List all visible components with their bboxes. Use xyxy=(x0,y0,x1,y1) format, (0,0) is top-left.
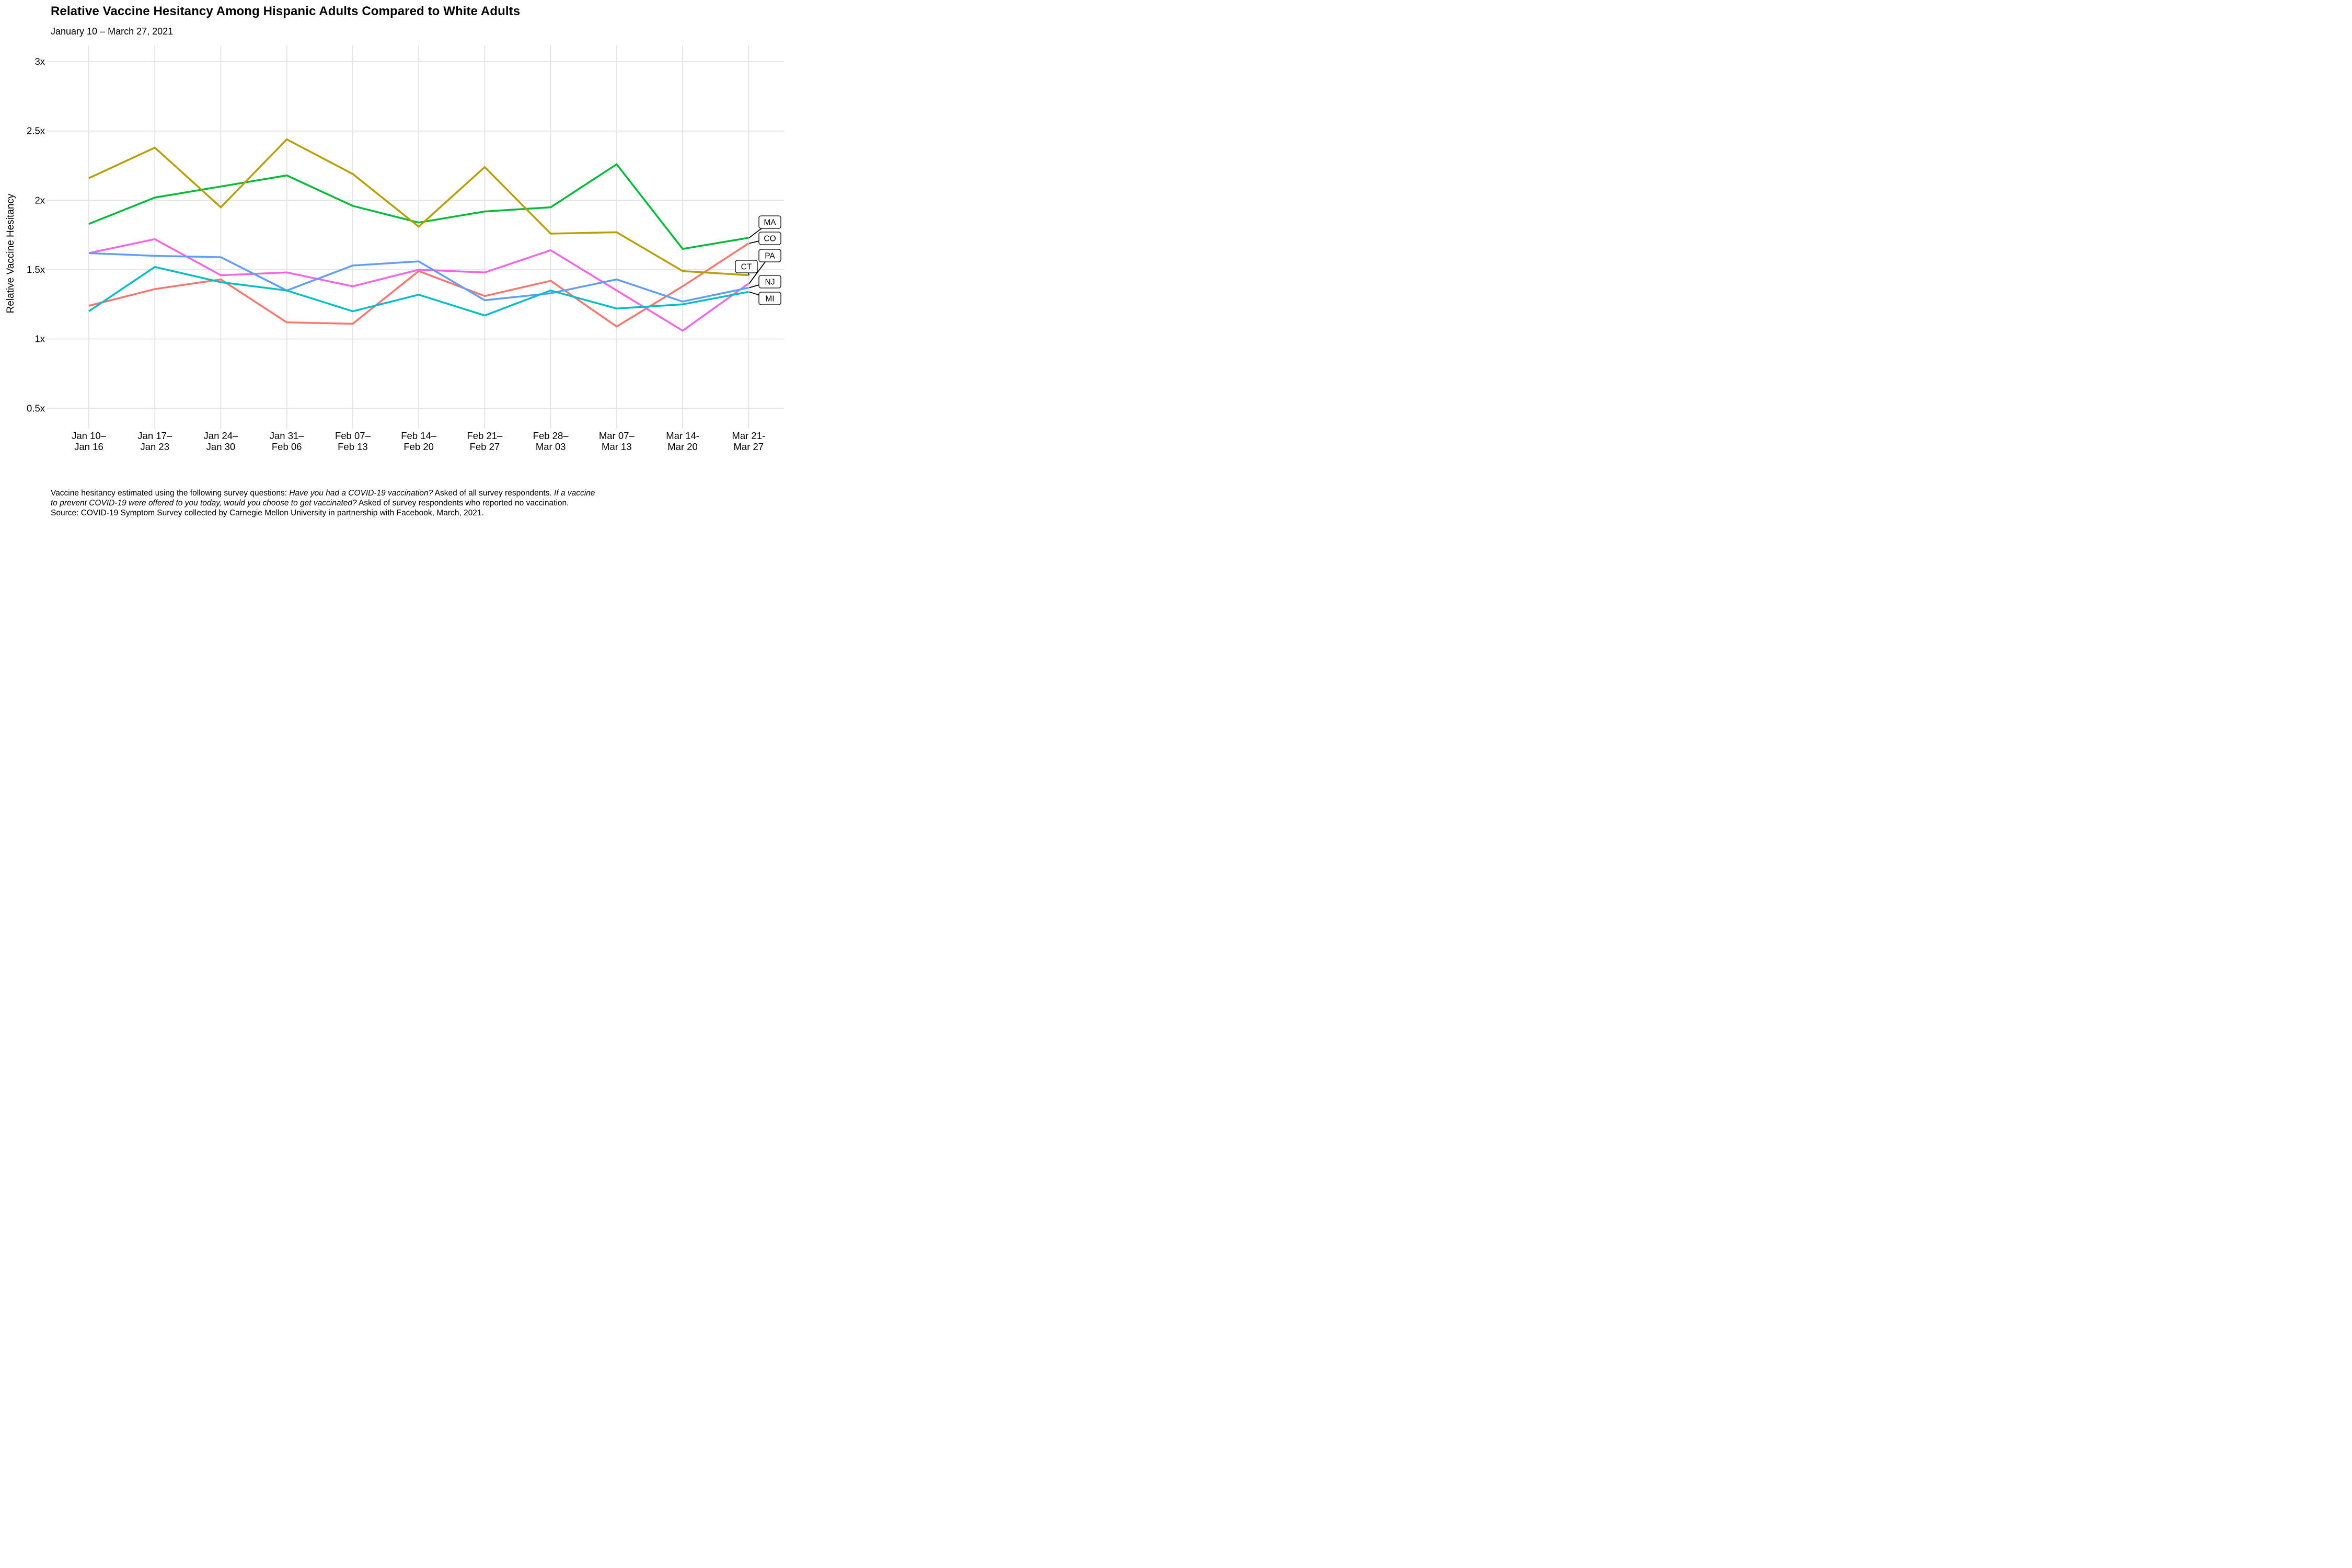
x-tick-label: Jan 17– xyxy=(137,430,172,441)
x-tick-label: Mar 13 xyxy=(602,441,632,452)
x-axis-tick-labels: Jan 10–Jan 16 Jan 17–Jan 23 Jan 24–Jan 30 J… xyxy=(72,430,765,452)
footnote-text-segment: Asked of all survey respondents. xyxy=(433,489,554,498)
y-axis-tick-labels: 0.5x 1x 1.5x 2x 2.5x 3x xyxy=(27,56,45,413)
x-tick-label: Feb 20 xyxy=(403,441,434,452)
series-label-text: CT xyxy=(741,263,752,272)
x-tick-label: Feb 14– xyxy=(401,430,437,441)
series-end-labels: MA CO PA CT NJ MI xyxy=(735,215,781,305)
x-tick-label: Mar 03 xyxy=(536,441,566,452)
chart-subtitle: January 10 – March 27, 2021 xyxy=(51,26,174,37)
y-axis-title: Relative Vaccine Hesitancy xyxy=(5,193,16,314)
footnote-line-1: Vaccine hesitancy estimated using the fo… xyxy=(51,488,595,498)
series-line-CT xyxy=(88,138,749,276)
x-tick-label: Feb 28– xyxy=(533,430,569,441)
chart-title: Relative Vaccine Hesitancy Among Hispani… xyxy=(51,4,521,18)
x-tick-label: Jan 30 xyxy=(206,441,236,452)
series-label-text: CO xyxy=(764,235,776,244)
series-label-NJ: NJ xyxy=(758,275,781,289)
x-tick-label: Mar 27 xyxy=(734,441,764,452)
series-label-PA: PA xyxy=(758,249,781,262)
series-label-text: MI xyxy=(765,295,774,304)
footnote-line-2: to prevent COVID-19 were offered to you … xyxy=(51,498,595,508)
series-line-MI xyxy=(88,266,749,317)
x-tick-label: Mar 14- xyxy=(666,430,699,441)
y-tick-label: 2.5x xyxy=(27,125,45,136)
series-label-box xyxy=(758,292,781,305)
series-line-CO xyxy=(88,243,750,328)
series-label-text: NJ xyxy=(765,278,775,287)
x-tick-label: Jan 31– xyxy=(270,430,305,441)
footnote-text-segment: Vaccine hesitancy estimated using the fo… xyxy=(51,489,290,498)
series-label-MI: MI xyxy=(758,292,781,305)
footnote-text-segment: Source: COVID-19 Symptom Survey collecte… xyxy=(51,509,484,518)
footnote-italic-segment: to prevent COVID-19 were offered to you … xyxy=(51,499,357,508)
y-tick-label: 3x xyxy=(34,56,45,67)
y-tick-label: 0.5x xyxy=(27,402,45,413)
x-tick-label: Feb 13 xyxy=(338,441,368,452)
series-line-PA xyxy=(88,238,750,332)
x-tick-label: Jan 24– xyxy=(204,430,239,441)
series-line-NJ xyxy=(88,252,749,303)
series-line-MA xyxy=(88,163,749,250)
series-lines xyxy=(88,138,750,332)
y-tick-label: 1.5x xyxy=(27,264,45,275)
series-label-text: PA xyxy=(765,252,775,261)
x-tick-label: Mar 20 xyxy=(667,441,698,452)
series-label-box xyxy=(758,215,781,229)
footnote-italic-segment: Have you had a COVID-19 vaccination? xyxy=(289,489,433,498)
chart-figure: 0.5x 1x 1.5x 2x 2.5x 3x Jan 10– Jan 16 Jan 17– Ja… xyxy=(0,0,784,523)
series-label-box xyxy=(735,260,758,273)
series-label-box xyxy=(758,249,781,262)
series-label-text: MA xyxy=(764,218,776,227)
x-tick-label: Jan 23 xyxy=(140,441,169,452)
series-label-CT: CT xyxy=(735,260,758,273)
x-tick-label: Jan 10– xyxy=(72,430,107,441)
x-tick-label: Mar 07– xyxy=(599,430,635,441)
series-label-box xyxy=(758,232,781,245)
footnote: Vaccine hesitancy estimated using the fo… xyxy=(51,488,595,518)
x-tick-label: Feb 21– xyxy=(467,430,503,441)
series-label-CO: CO xyxy=(758,232,781,245)
x-tick-label: Feb 07– xyxy=(335,430,371,441)
series-label-MA: MA xyxy=(758,215,781,229)
y-tick-label: 2x xyxy=(34,194,45,205)
series-label-box xyxy=(758,275,781,289)
x-tick-label: Feb 27 xyxy=(470,441,500,452)
footnote-text-segment: Asked of survey respondents who reported… xyxy=(356,499,569,508)
x-tick-label: Jan 16 xyxy=(74,441,103,452)
footnote-line-3: Source: COVID-19 Symptom Survey collecte… xyxy=(51,508,595,518)
x-tick-label: Mar 21- xyxy=(732,430,765,441)
x-tick-label: Feb 06 xyxy=(272,441,302,452)
y-tick-label: 1x xyxy=(34,333,45,344)
footnote-italic-segment: If a vaccine xyxy=(554,489,595,498)
